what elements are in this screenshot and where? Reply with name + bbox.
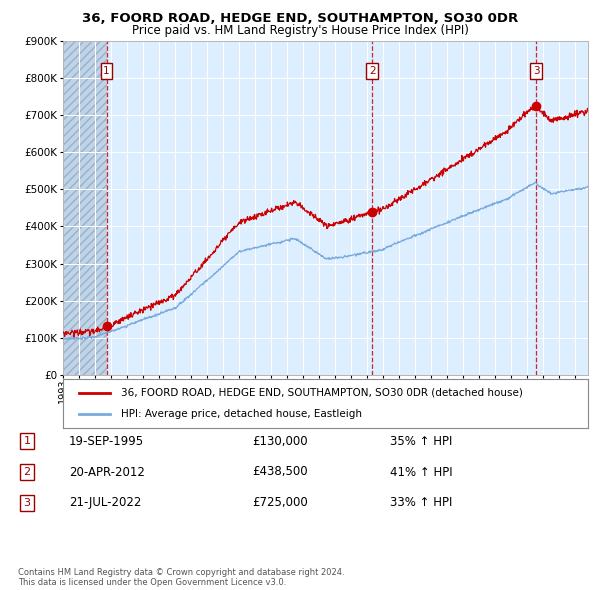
Text: 36, FOORD ROAD, HEDGE END, SOUTHAMPTON, SO30 0DR (detached house): 36, FOORD ROAD, HEDGE END, SOUTHAMPTON, …	[121, 388, 523, 398]
Text: Contains HM Land Registry data © Crown copyright and database right 2024.
This d: Contains HM Land Registry data © Crown c…	[18, 568, 344, 587]
Text: 2: 2	[23, 467, 31, 477]
Text: 33% ↑ HPI: 33% ↑ HPI	[390, 496, 452, 509]
Text: 20-APR-2012: 20-APR-2012	[69, 466, 145, 478]
Text: 41% ↑ HPI: 41% ↑ HPI	[390, 466, 452, 478]
Text: 2: 2	[369, 66, 376, 76]
Text: 3: 3	[23, 498, 31, 507]
Text: £130,000: £130,000	[252, 435, 308, 448]
Text: 19-SEP-1995: 19-SEP-1995	[69, 435, 144, 448]
Text: 3: 3	[533, 66, 539, 76]
Text: 1: 1	[103, 66, 110, 76]
Text: 36, FOORD ROAD, HEDGE END, SOUTHAMPTON, SO30 0DR: 36, FOORD ROAD, HEDGE END, SOUTHAMPTON, …	[82, 12, 518, 25]
Text: £438,500: £438,500	[252, 466, 308, 478]
Text: £725,000: £725,000	[252, 496, 308, 509]
Text: Price paid vs. HM Land Registry's House Price Index (HPI): Price paid vs. HM Land Registry's House …	[131, 24, 469, 37]
Text: 35% ↑ HPI: 35% ↑ HPI	[390, 435, 452, 448]
Bar	[63, 41, 107, 375]
Text: 1: 1	[23, 437, 31, 446]
Text: 21-JUL-2022: 21-JUL-2022	[69, 496, 142, 509]
Text: HPI: Average price, detached house, Eastleigh: HPI: Average price, detached house, East…	[121, 409, 362, 419]
